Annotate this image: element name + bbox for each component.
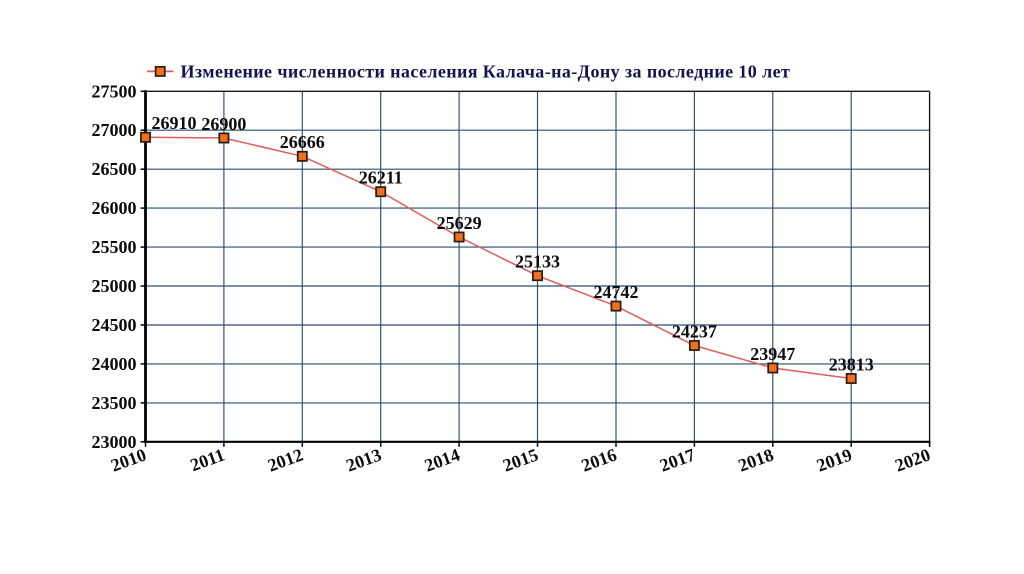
svg-text:23947: 23947 (750, 344, 795, 364)
svg-text:24237: 24237 (672, 321, 717, 341)
svg-text:24500: 24500 (92, 315, 137, 335)
svg-text:26910: 26910 (152, 113, 197, 133)
svg-text:23000: 23000 (92, 432, 137, 452)
svg-text:26211: 26211 (359, 168, 403, 188)
svg-text:25133: 25133 (515, 252, 560, 272)
svg-text:25629: 25629 (437, 213, 482, 233)
svg-text:Изменение численности населени: Изменение численности населения Калача-н… (181, 62, 791, 82)
svg-text:23813: 23813 (829, 354, 874, 374)
svg-text:25000: 25000 (92, 276, 137, 296)
svg-text:24742: 24742 (594, 282, 639, 302)
svg-text:26666: 26666 (280, 132, 325, 152)
svg-text:26000: 26000 (92, 198, 137, 218)
svg-text:27500: 27500 (92, 81, 137, 101)
svg-text:26500: 26500 (92, 159, 137, 179)
svg-text:23500: 23500 (92, 393, 137, 413)
svg-text:27000: 27000 (92, 120, 137, 140)
svg-text:25500: 25500 (92, 237, 137, 257)
svg-text:26900: 26900 (201, 114, 246, 134)
svg-text:24000: 24000 (92, 354, 137, 374)
